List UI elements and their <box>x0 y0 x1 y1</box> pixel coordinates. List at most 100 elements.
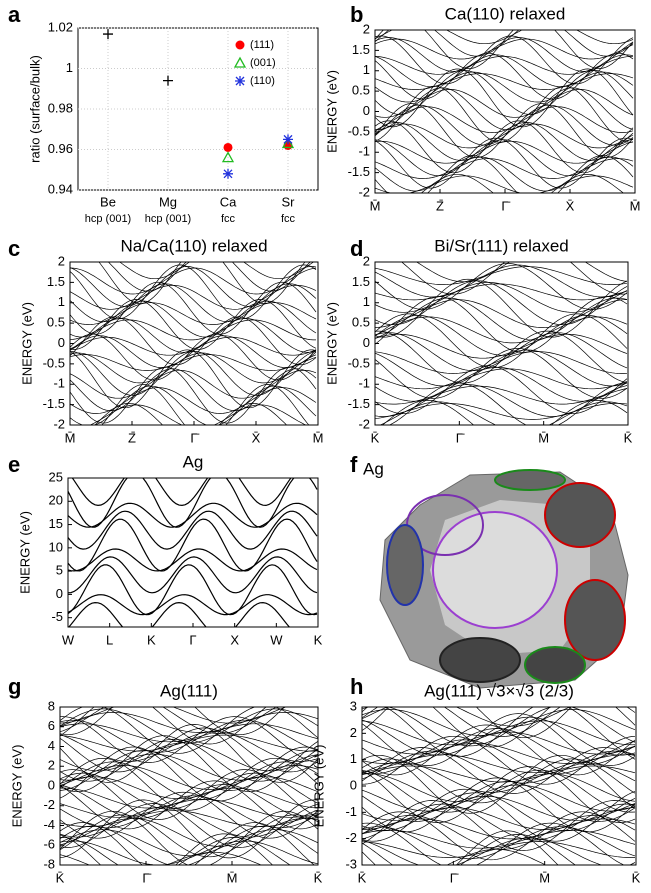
y-tick-label: 1 <box>363 62 370 77</box>
panel-letter: e <box>8 452 20 477</box>
y-tick-label: 3 <box>350 698 357 713</box>
bands <box>375 262 628 425</box>
panel-title: Ag(111) √3×√3 (2/3) <box>424 681 574 700</box>
neck <box>524 646 586 684</box>
x-tick-label: K̄ <box>358 870 367 885</box>
x-tick-label: M̄ <box>630 198 641 213</box>
y-tick-label: 10 <box>49 539 63 554</box>
y-tick-label: 2 <box>48 758 55 773</box>
band-line <box>375 175 634 193</box>
y-tick-label: -0.5 <box>348 355 370 370</box>
band-line <box>60 716 318 763</box>
band-line <box>60 707 288 724</box>
x-tick-label: M̄ <box>313 430 324 445</box>
y-axis-label: ENERGY (eV) <box>311 745 326 828</box>
y-tick-label: 0 <box>363 335 370 350</box>
x-tick-label: Γ̄ <box>450 870 459 885</box>
y-tick-label: 15 <box>49 516 63 531</box>
band-line <box>375 283 628 301</box>
band-line <box>70 366 317 424</box>
band-line <box>60 753 318 781</box>
x-tick-label: Γ̄ <box>501 198 510 213</box>
band-line <box>362 837 603 865</box>
band-line <box>60 784 318 819</box>
band-line <box>71 478 292 507</box>
band-line <box>60 712 318 733</box>
band-line <box>375 385 628 405</box>
band-line <box>362 841 635 858</box>
marker <box>221 151 235 163</box>
band-line <box>375 73 634 90</box>
x-tick-label: Γ̄ <box>142 870 151 885</box>
band-line <box>362 826 636 860</box>
band-line <box>375 37 634 72</box>
panel-title: Na/Ca(110) relaxed <box>120 236 267 255</box>
band-line <box>60 851 263 865</box>
x-tick-label: K̄ <box>624 430 633 445</box>
band-line <box>375 368 628 390</box>
band-line <box>60 707 277 734</box>
y-tick-label: 0 <box>48 777 55 792</box>
band-line <box>375 351 628 374</box>
band-line <box>362 788 636 842</box>
y-tick-label: -2 <box>358 416 370 431</box>
bands <box>68 478 318 627</box>
band-line <box>60 818 318 847</box>
y-tick-label: 20 <box>49 493 63 508</box>
y-tick-label: 0.98 <box>48 100 73 115</box>
marker <box>283 134 293 145</box>
y-tick-label: 2 <box>363 253 370 268</box>
band-line <box>362 731 636 755</box>
y-tick-label: 1 <box>58 294 65 309</box>
band-line <box>375 264 628 298</box>
band-line <box>70 336 317 356</box>
x-tick-label: M̄ <box>65 430 76 445</box>
band-line <box>68 601 291 627</box>
band-line <box>60 772 318 810</box>
y-tick-label: 1.02 <box>48 19 73 34</box>
y-tick-label: -6 <box>43 837 55 852</box>
x-tick-label: X <box>230 632 239 647</box>
y-tick-label: 4 <box>48 738 55 753</box>
y-tick-label: -1.5 <box>348 164 370 179</box>
x-tick-sublabel: hcp (001) <box>85 213 131 225</box>
band-line <box>60 814 318 858</box>
band-line <box>70 319 316 341</box>
y-tick-label: -2 <box>345 830 357 845</box>
band-line <box>375 330 628 384</box>
y-tick-label: 1.5 <box>352 274 370 289</box>
y-tick-label: 2 <box>363 21 370 36</box>
band-line <box>379 401 628 425</box>
band-line <box>119 262 315 280</box>
band-line <box>375 156 634 192</box>
band-line <box>375 30 634 57</box>
y-tick-label: -2 <box>358 184 370 199</box>
neck <box>564 579 626 661</box>
band-line <box>60 757 318 811</box>
band-line <box>362 743 636 764</box>
band-line <box>375 365 628 415</box>
band-line <box>388 382 628 425</box>
legend-label: (110) <box>250 75 275 87</box>
band-line <box>375 54 634 88</box>
x-tick-label: X̄ <box>566 198 575 213</box>
y-tick-label: 1 <box>363 294 370 309</box>
band-line <box>375 68 634 128</box>
y-tick-label: 6 <box>48 718 55 733</box>
band-line <box>375 122 634 161</box>
marker <box>281 137 295 149</box>
band-line <box>362 848 636 865</box>
band-line <box>362 769 636 813</box>
band-line <box>362 724 636 776</box>
fermi-surface <box>379 469 629 689</box>
band-line <box>89 404 307 425</box>
band-line <box>362 822 625 865</box>
y-tick-label: -8 <box>43 856 55 871</box>
y-tick-label: 0.94 <box>48 181 73 196</box>
band-line <box>60 731 318 762</box>
band-line <box>375 71 634 103</box>
band-line <box>70 369 317 399</box>
x-tick-label: Z̄ <box>436 198 444 213</box>
band-line <box>375 348 628 399</box>
